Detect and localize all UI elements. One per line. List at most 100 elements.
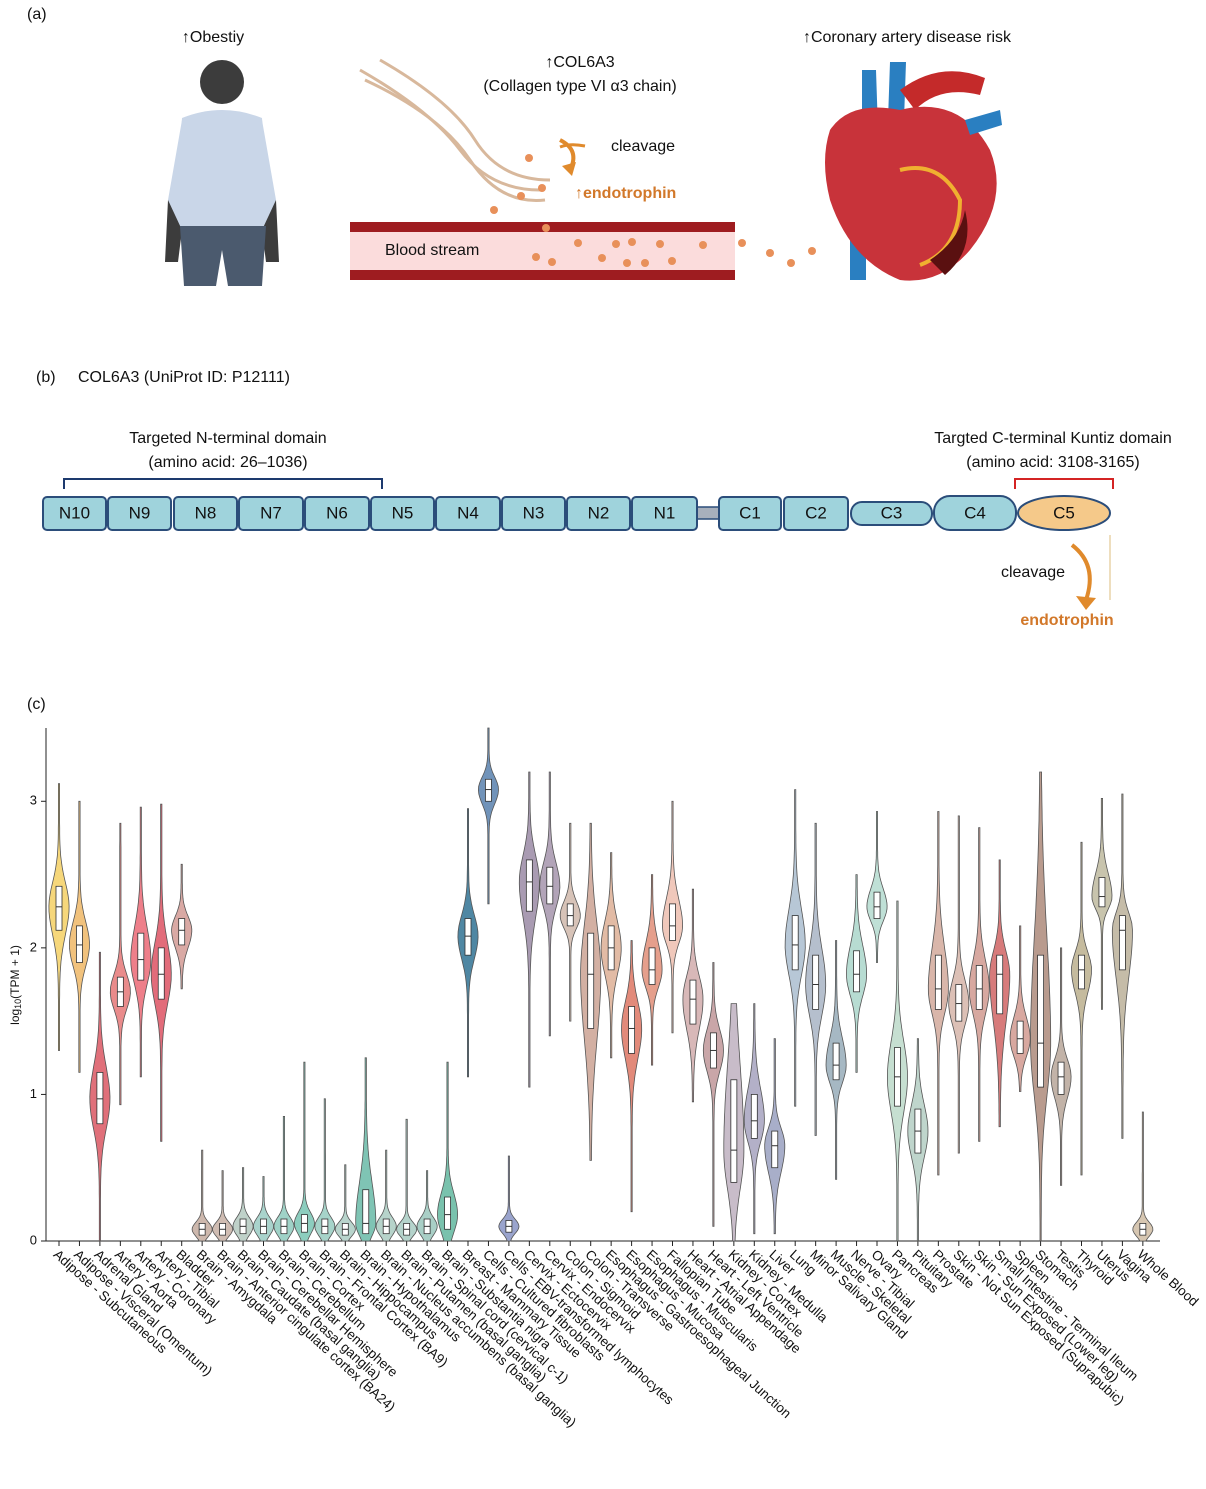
cleavage-label: cleavage xyxy=(1001,564,1065,581)
box xyxy=(178,918,186,946)
protein-label: ↑COL6A3 xyxy=(545,54,614,71)
box xyxy=(444,1196,451,1230)
violin xyxy=(621,940,643,1213)
heart-icon xyxy=(825,62,1002,281)
domain xyxy=(42,496,107,531)
n-domain-range: (amino acid: 26–1036) xyxy=(148,454,307,471)
c-domain-title: Targted C-terminal Kuntiz domain xyxy=(934,430,1171,447)
box xyxy=(771,1130,779,1169)
domain xyxy=(631,496,698,531)
domain-label: N6 xyxy=(326,503,348,522)
cleavage-arrow xyxy=(559,143,586,149)
box xyxy=(587,932,595,1029)
box xyxy=(955,984,963,1022)
violin xyxy=(518,771,540,1088)
violin xyxy=(437,1061,459,1242)
product-label: ↑endotrophin xyxy=(575,185,676,202)
box xyxy=(1078,954,1085,990)
domain xyxy=(304,496,370,531)
endotrophin-dots xyxy=(490,154,816,267)
violin xyxy=(334,1164,356,1242)
collagen-fibers xyxy=(359,58,551,202)
box xyxy=(546,866,554,905)
box xyxy=(55,885,63,931)
violin xyxy=(498,1155,520,1242)
box xyxy=(996,954,1004,1015)
box xyxy=(648,947,656,985)
box xyxy=(853,950,860,993)
box xyxy=(934,954,942,1010)
box xyxy=(873,891,881,919)
violin xyxy=(866,811,888,963)
box xyxy=(832,1042,840,1081)
domain xyxy=(501,496,566,531)
n-bracket xyxy=(63,478,383,489)
linker xyxy=(696,506,720,520)
box xyxy=(730,1079,738,1183)
vessel-label: Blood stream xyxy=(385,242,479,259)
domain-label: N3 xyxy=(523,503,545,522)
violin xyxy=(273,1116,295,1242)
violin xyxy=(416,1170,438,1242)
y-tick-label: 1 xyxy=(30,1086,37,1101)
domain xyxy=(718,496,782,531)
y-tick-label: 3 xyxy=(30,793,37,808)
violin xyxy=(252,1176,275,1242)
domain-label: N4 xyxy=(457,503,479,522)
y-axis-title: log10(TPM + 1) xyxy=(8,945,23,1025)
domain-label: C4 xyxy=(964,503,986,522)
box xyxy=(96,1072,104,1125)
arrow-head xyxy=(562,162,576,176)
domain xyxy=(933,495,1017,531)
box xyxy=(750,1094,758,1139)
box xyxy=(1057,1061,1065,1095)
domain-c5 xyxy=(1017,495,1111,531)
domain-label: C5 xyxy=(1053,503,1075,522)
protein-title: COL6A3 (UniProt ID: P12111) xyxy=(78,369,290,386)
box xyxy=(76,925,83,963)
box xyxy=(566,903,574,927)
domain xyxy=(850,501,933,526)
box xyxy=(525,859,533,912)
box xyxy=(362,1189,370,1235)
domain-label: N10 xyxy=(59,503,90,522)
violin xyxy=(477,727,499,905)
domain-label: N7 xyxy=(260,503,282,522)
box xyxy=(464,918,472,956)
violin xyxy=(1009,925,1031,1092)
arrow-head xyxy=(1076,596,1096,610)
panel-label: (a) xyxy=(27,6,47,23)
violin xyxy=(232,1167,254,1242)
domain xyxy=(566,496,631,531)
box xyxy=(812,954,820,1010)
domain-label: N5 xyxy=(392,503,414,522)
domain-label: C1 xyxy=(739,503,761,522)
box xyxy=(628,1006,635,1054)
violin xyxy=(314,1098,336,1242)
box xyxy=(1037,954,1044,1088)
box xyxy=(791,915,799,971)
violin xyxy=(375,1149,397,1242)
violin xyxy=(109,822,131,1106)
domain-label: C3 xyxy=(881,503,903,522)
domain-label: N8 xyxy=(195,503,217,522)
domain xyxy=(435,496,501,531)
protein-full: (Collagen type VI α3 chain) xyxy=(483,78,676,95)
c-bracket xyxy=(1014,478,1114,489)
n-domain-title: Targeted N-terminal domain xyxy=(129,430,326,447)
domain xyxy=(783,496,849,531)
c-domain-range: (amino acid: 3108-3165) xyxy=(966,454,1139,471)
domain-label: N9 xyxy=(129,503,151,522)
violin xyxy=(355,1057,377,1242)
domain-label: C2 xyxy=(805,503,827,522)
outcome-label: ↑Coronary artery disease risk xyxy=(803,29,1012,46)
violin xyxy=(396,1118,418,1242)
domain xyxy=(173,496,238,531)
product-label: endotrophin xyxy=(1020,612,1113,629)
violin xyxy=(212,1170,234,1242)
panel-label: (c) xyxy=(27,696,46,713)
violin xyxy=(1071,841,1092,1176)
box xyxy=(137,932,145,981)
violin xyxy=(1132,1111,1154,1242)
domain xyxy=(370,496,435,531)
